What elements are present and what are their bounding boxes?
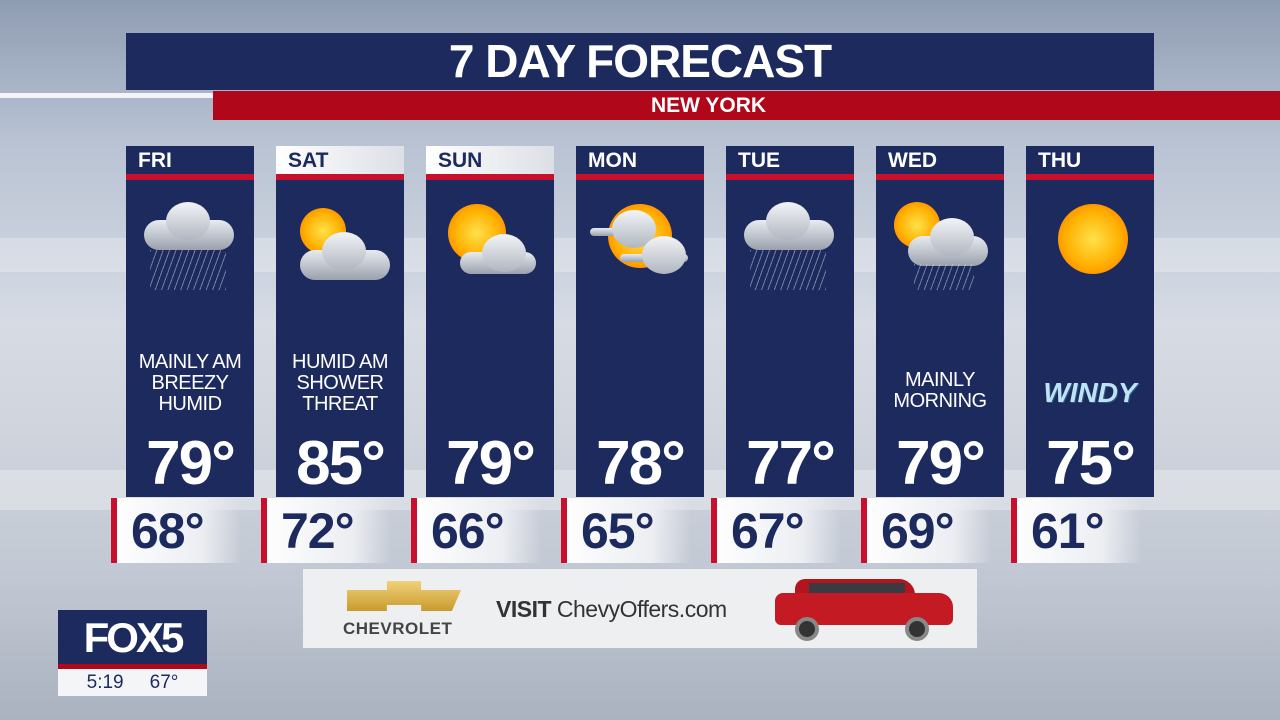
condition-line: MORNING <box>893 390 987 412</box>
high-temp: 79° <box>896 429 986 498</box>
day-panel: HUMID AM SHOWER THREAT 85° <box>276 180 404 497</box>
ad-text-prefix: VISIT <box>496 596 552 622</box>
station-bug: FOX5 5:19 67° <box>58 610 207 696</box>
ad-text: VISIT ChevyOffers.com <box>496 595 727 623</box>
day-panel: 77° <box>726 180 854 497</box>
high-temp: 79° <box>446 429 536 498</box>
chevrolet-bowtie-logo <box>347 581 461 611</box>
sun-cloud-rain-icon <box>890 198 990 290</box>
day-column-mon: MON 78° <box>576 146 704 497</box>
day-panel: 78° <box>576 180 704 497</box>
day-column-thu: THU WINDY 75° <box>1026 146 1154 497</box>
condition-text: MAINLY AM BREEZY HUMID <box>126 352 254 415</box>
high-temp: 78° <box>596 429 686 498</box>
day-label: WED <box>876 146 1004 174</box>
header-underline <box>726 174 854 180</box>
car-image <box>775 577 955 641</box>
low-temp: 65° <box>561 498 691 563</box>
high-temp: 85° <box>296 429 386 498</box>
day-label: THU <box>1026 146 1154 174</box>
day-column-sat: SAT HUMID AM SHOWER THREAT 85° <box>276 146 404 497</box>
day-label: SUN <box>426 146 554 174</box>
day-panel: WINDY 75° <box>1026 180 1154 497</box>
high-temp: 77° <box>746 429 836 498</box>
ad-site: ChevyOffers.com <box>556 596 727 622</box>
condition-text: MAINLY MORNING <box>876 370 1004 412</box>
day-column-tue: TUE 77° <box>726 146 854 497</box>
header-underline <box>276 174 404 180</box>
day-label: FRI <box>126 146 254 174</box>
low-temp: 66° <box>411 498 541 563</box>
day-label: SAT <box>276 146 404 174</box>
sunny-icon <box>1040 198 1140 288</box>
low-temp: 72° <box>261 498 391 563</box>
condition-line: BREEZY <box>151 372 229 394</box>
day-panel: MAINLY MORNING 79° <box>876 180 1004 497</box>
day-label: MON <box>576 146 704 174</box>
header-underline <box>126 174 254 180</box>
cloud-rain-icon <box>140 198 240 290</box>
partly-cloudy-icon <box>290 198 390 288</box>
location-banner: NEW YORK <box>213 91 1280 120</box>
current-temp: 67° <box>149 672 179 693</box>
ad-brand: CHEVROLET <box>343 619 453 638</box>
condition-line: HUMID AM <box>292 351 389 373</box>
header-underline <box>426 174 554 180</box>
cloud-rain-icon <box>740 198 840 290</box>
condition-text: HUMID AM SHOWER THREAT <box>276 352 404 415</box>
day-panel: 79° <box>426 180 554 497</box>
current-time: 5:19 <box>86 672 124 693</box>
low-temp: 67° <box>711 498 841 563</box>
high-temp: 79° <box>146 429 236 498</box>
page-title: 7 DAY FORECAST <box>126 33 1154 90</box>
chevrolet-ad-banner[interactable]: CHEVROLET VISIT ChevyOffers.com <box>303 569 977 648</box>
condition-line: MAINLY <box>905 369 975 391</box>
day-panel: MAINLY AM BREEZY HUMID 79° <box>126 180 254 497</box>
header-underline <box>876 174 1004 180</box>
day-column-sun: SUN 79° <box>426 146 554 497</box>
mostly-sunny-icon <box>440 198 540 288</box>
low-temp: 68° <box>111 498 241 563</box>
low-temp: 61° <box>1011 498 1141 563</box>
header-underline <box>1026 174 1154 180</box>
day-column-fri: FRI MAINLY AM BREEZY HUMID 79° <box>126 146 254 497</box>
low-temp: 69° <box>861 498 991 563</box>
header-underline <box>576 174 704 180</box>
fox5-logo: FOX5 <box>58 610 207 664</box>
divider-line <box>0 93 213 98</box>
day-column-wed: WED MAINLY MORNING 79° <box>876 146 1004 497</box>
sun-haze-icon <box>590 198 690 288</box>
condition-line: SHOWER <box>296 372 385 394</box>
condition-line: THREAT <box>302 393 378 415</box>
condition-line: MAINLY AM <box>138 351 242 373</box>
day-label: TUE <box>726 146 854 174</box>
windy-badge: WINDY <box>1043 377 1137 408</box>
condition-line: HUMID <box>158 393 222 415</box>
high-temp: 75° <box>1046 429 1136 498</box>
